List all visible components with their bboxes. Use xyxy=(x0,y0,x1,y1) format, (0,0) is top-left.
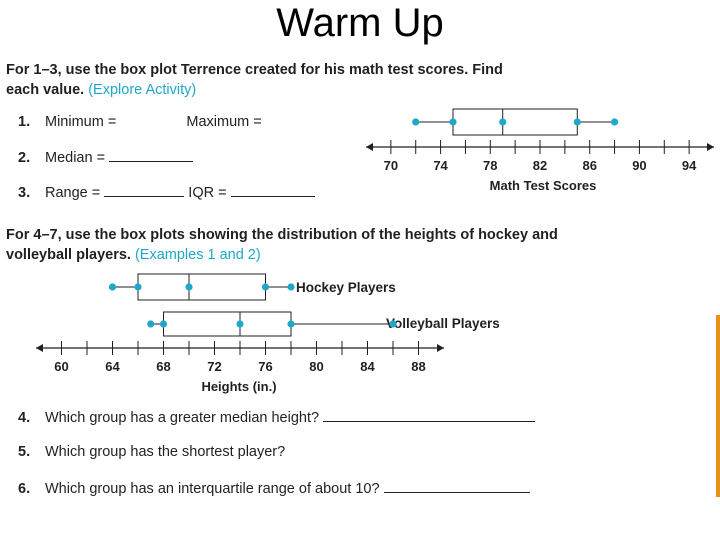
q1-point xyxy=(159,320,168,328)
question-6-answer-blank[interactable] xyxy=(383,478,530,493)
question-number: 1. xyxy=(18,114,31,130)
question-4: 4. Which group has a greater median heigh… xyxy=(18,407,536,427)
max-point xyxy=(389,320,397,328)
iqr-box xyxy=(452,108,578,136)
q3-point xyxy=(287,320,295,328)
section2-instructions: For 4–7, use the box plots showing the d… xyxy=(6,225,566,265)
minimum-label: Minimum = xyxy=(45,114,117,130)
iqr-label: IQR = xyxy=(188,185,227,201)
tick-label: 88 xyxy=(411,359,425,374)
question-6: 6. Which group has an interquartile range… xyxy=(18,478,530,498)
question-4-text: Which group has a greater median height? xyxy=(45,410,320,426)
question-number: 4. xyxy=(18,410,31,426)
median-answer-blank[interactable] xyxy=(109,147,194,162)
tick-label: 84 xyxy=(360,359,375,374)
section2-intro-text: For 4–7, use the box plots showing the d… xyxy=(6,227,558,263)
min-point xyxy=(412,118,420,126)
arrow-right-icon xyxy=(437,344,444,352)
range-answer-blank[interactable] xyxy=(104,182,185,197)
slide-title: Warm Up xyxy=(276,1,444,45)
question-number: 2. xyxy=(18,150,31,166)
tick-label: 76 xyxy=(258,359,272,374)
q3-point xyxy=(573,118,581,126)
q1-point xyxy=(449,118,457,126)
tick-label: 94 xyxy=(682,158,697,173)
tick-label: 68 xyxy=(156,359,170,374)
question-4-answer-blank[interactable] xyxy=(323,407,536,422)
arrow-left-icon xyxy=(366,143,373,151)
max-point xyxy=(610,118,619,126)
hockey-series-label: Hockey Players xyxy=(296,280,396,295)
axis-label: Heights (in.) xyxy=(201,379,276,394)
q3-point xyxy=(261,283,270,291)
min-point xyxy=(108,283,117,291)
slide-edge-accent xyxy=(716,315,720,497)
iqr-answer-blank[interactable] xyxy=(230,182,315,197)
question-number: 6. xyxy=(18,481,31,497)
question-3: 3. Range = IQR = xyxy=(18,182,315,202)
arrow-right-icon xyxy=(707,143,714,151)
tick-label: 90 xyxy=(632,158,646,173)
question-5-text: Which group has the shortest player? xyxy=(45,444,286,460)
median-point xyxy=(185,283,193,291)
iqr-box xyxy=(163,311,292,337)
question-2: 2. Median = xyxy=(18,147,194,167)
tick-label: 64 xyxy=(105,359,120,374)
explore-activity-link[interactable]: (Explore Activity) xyxy=(88,82,197,98)
question-1: 1. Minimum = Maximum = xyxy=(18,113,262,131)
tick-label: 78 xyxy=(483,158,497,173)
tick-label: 70 xyxy=(384,158,398,173)
question-number: 3. xyxy=(18,185,31,201)
axis-label: Math Test Scores xyxy=(490,178,597,193)
section1-intro-text: For 1–3, use the box plot Terrence creat… xyxy=(6,62,503,98)
question-number: 5. xyxy=(18,444,31,460)
section1-instructions: For 1–3, use the box plot Terrence creat… xyxy=(6,60,526,100)
maximum-label: Maximum = xyxy=(186,114,262,130)
tick-label: 80 xyxy=(309,359,323,374)
median-point xyxy=(236,320,244,328)
volleyball-series-label: Volleyball Players xyxy=(386,316,500,331)
tick-label: 82 xyxy=(533,158,547,173)
max-point xyxy=(287,283,295,291)
tick-label: 60 xyxy=(54,359,68,374)
question-6-text: Which group has an interquartile range o… xyxy=(45,481,380,497)
min-point xyxy=(147,320,155,328)
median-label: Median = xyxy=(45,150,106,166)
tick-label: 72 xyxy=(207,359,221,374)
tick-label: 74 xyxy=(433,158,448,173)
range-label: Range = xyxy=(45,185,101,201)
q1-point xyxy=(134,283,142,291)
iqr-box xyxy=(137,273,266,301)
median-point xyxy=(499,118,507,126)
question-5: 5. Which group has the shortest player? xyxy=(18,443,285,461)
arrow-left-icon xyxy=(36,344,43,352)
examples-link[interactable]: (Examples 1 and 2) xyxy=(134,247,261,263)
tick-label: 86 xyxy=(582,158,596,173)
